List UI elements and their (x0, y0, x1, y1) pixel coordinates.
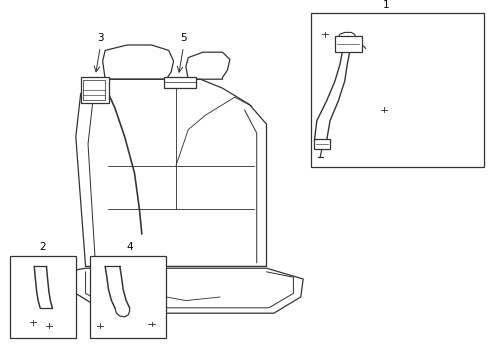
Text: 4: 4 (126, 242, 133, 252)
Text: 5: 5 (180, 33, 186, 43)
Bar (314, 139, 329, 149)
Bar (334, 36, 361, 52)
Bar (163, 77, 195, 88)
Bar (83, 80, 105, 100)
Text: 1: 1 (382, 0, 389, 10)
Text: 2: 2 (39, 242, 46, 252)
Bar (310, 13, 483, 167)
Text: 3: 3 (97, 33, 103, 43)
Bar (81, 77, 109, 103)
Bar (90, 256, 166, 338)
Bar (10, 256, 76, 338)
